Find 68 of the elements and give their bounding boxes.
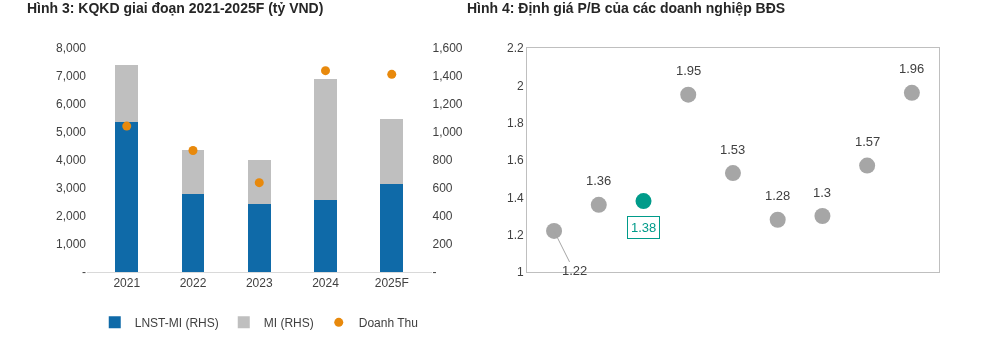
y2-tick-label: 1,600 — [432, 41, 463, 56]
point — [590, 196, 607, 213]
data-label: 1.53 — [720, 142, 746, 157]
point — [769, 211, 786, 228]
x-tick-label: 2025F — [374, 276, 409, 291]
data-label: 1.38 — [631, 220, 657, 235]
bar — [380, 183, 404, 272]
y-tick-label: 1.6 — [507, 153, 525, 168]
x-tick-label: 2022 — [179, 276, 207, 291]
y-tick-label: 1.4 — [507, 190, 525, 205]
point — [680, 86, 697, 103]
y2-tick-label: 600 — [432, 181, 453, 196]
y-tick-label: 2 — [517, 78, 525, 93]
chart-title: Hình 4: Định giá P/B của các doanh nghiệp BĐS — [467, 0, 786, 16]
point — [635, 193, 652, 210]
bar — [247, 204, 271, 272]
data-label: 1.28 — [765, 188, 791, 203]
y-tick-label: 5,000 — [55, 125, 87, 140]
chart-title: Hình 3: KQKD giai đoạn 2021-2025F (tỷ VND) — [27, 0, 324, 16]
y-tick-label: - — [81, 265, 86, 280]
y-tick-label: 2,000 — [55, 209, 87, 224]
y-tick-label: 7,000 — [55, 69, 87, 84]
bar — [380, 119, 404, 184]
y2-tick-label: 800 — [432, 153, 453, 168]
data-label: 1.95 — [676, 63, 702, 78]
point — [903, 84, 920, 101]
y2-tick-label: 400 — [432, 209, 453, 224]
y2-tick-label: - — [432, 265, 437, 280]
x-tick-label: 2021 — [113, 276, 141, 291]
y2-tick-label: 1,400 — [432, 69, 463, 84]
y-tick-label: 3,000 — [55, 181, 87, 196]
bar — [314, 199, 337, 272]
x-tick-label: 2024 — [312, 276, 340, 291]
y2-tick-label: 200 — [432, 237, 453, 252]
point — [122, 121, 132, 131]
legend-label: LNST-MI (RHS) — [134, 316, 219, 331]
y-tick-label: 1.8 — [507, 115, 525, 130]
y-tick-label: 1,000 — [55, 237, 87, 252]
y-tick-label: 1 — [517, 265, 525, 280]
bar — [181, 194, 205, 272]
point — [254, 178, 264, 188]
legend-label: Doanh Thu — [358, 316, 418, 331]
data-label: 1.3 — [813, 185, 832, 200]
data-label: 1.57 — [855, 134, 881, 149]
bar — [247, 160, 271, 205]
y-tick-label: 1.2 — [507, 227, 525, 242]
bar — [115, 65, 139, 123]
bar — [115, 122, 139, 272]
y-tick-label: 8,000 — [55, 41, 87, 56]
y2-tick-label: 1,200 — [432, 97, 463, 112]
x-tick-label: 2023 — [245, 276, 273, 291]
point — [188, 145, 198, 155]
point — [814, 208, 831, 224]
point — [321, 66, 330, 76]
data-label: 1.96 — [899, 61, 925, 76]
y2-tick-label: 1,000 — [432, 125, 463, 140]
point — [387, 69, 397, 79]
data-label: 1.36 — [586, 173, 612, 188]
point — [546, 222, 563, 239]
point — [724, 165, 741, 182]
y-tick-label: 4,000 — [55, 153, 87, 168]
data-label: 1.22 — [562, 263, 588, 278]
bar — [314, 78, 337, 200]
y-tick-label: 6,000 — [55, 97, 87, 112]
point — [859, 157, 876, 174]
legend-label: MI (RHS) — [263, 316, 314, 331]
y-tick-label: 2.2 — [507, 41, 525, 56]
bar — [181, 150, 205, 195]
